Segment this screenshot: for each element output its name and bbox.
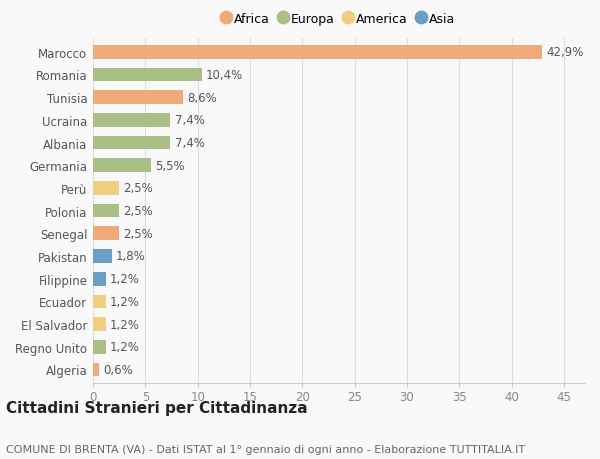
- Text: Cittadini Stranieri per Cittadinanza: Cittadini Stranieri per Cittadinanza: [6, 400, 308, 415]
- Bar: [93, 250, 112, 263]
- Bar: [93, 91, 183, 105]
- Bar: [93, 136, 170, 150]
- Text: 42,9%: 42,9%: [546, 46, 584, 59]
- Bar: [93, 295, 106, 308]
- Bar: [93, 182, 119, 195]
- Bar: [93, 318, 106, 331]
- Text: 2,5%: 2,5%: [124, 182, 153, 195]
- Bar: [93, 159, 151, 173]
- Bar: [93, 363, 99, 376]
- Bar: [93, 227, 119, 241]
- Text: 10,4%: 10,4%: [206, 69, 244, 82]
- Bar: [93, 272, 106, 286]
- Text: 0,6%: 0,6%: [103, 363, 133, 376]
- Text: 1,2%: 1,2%: [110, 341, 140, 353]
- Legend: Africa, Europa, America, Asia: Africa, Europa, America, Asia: [223, 13, 455, 26]
- Text: 2,5%: 2,5%: [124, 205, 153, 218]
- Bar: [93, 46, 542, 59]
- Text: 8,6%: 8,6%: [187, 91, 217, 104]
- Text: 1,2%: 1,2%: [110, 273, 140, 285]
- Bar: [93, 340, 106, 354]
- Bar: [93, 68, 202, 82]
- Text: 7,4%: 7,4%: [175, 137, 205, 150]
- Text: 1,2%: 1,2%: [110, 318, 140, 331]
- Text: 1,2%: 1,2%: [110, 295, 140, 308]
- Text: COMUNE DI BRENTA (VA) - Dati ISTAT al 1° gennaio di ogni anno - Elaborazione TUT: COMUNE DI BRENTA (VA) - Dati ISTAT al 1°…: [6, 444, 525, 454]
- Bar: [93, 204, 119, 218]
- Text: 2,5%: 2,5%: [124, 227, 153, 240]
- Text: 1,8%: 1,8%: [116, 250, 146, 263]
- Bar: [93, 114, 170, 127]
- Text: 5,5%: 5,5%: [155, 159, 184, 172]
- Text: 7,4%: 7,4%: [175, 114, 205, 127]
